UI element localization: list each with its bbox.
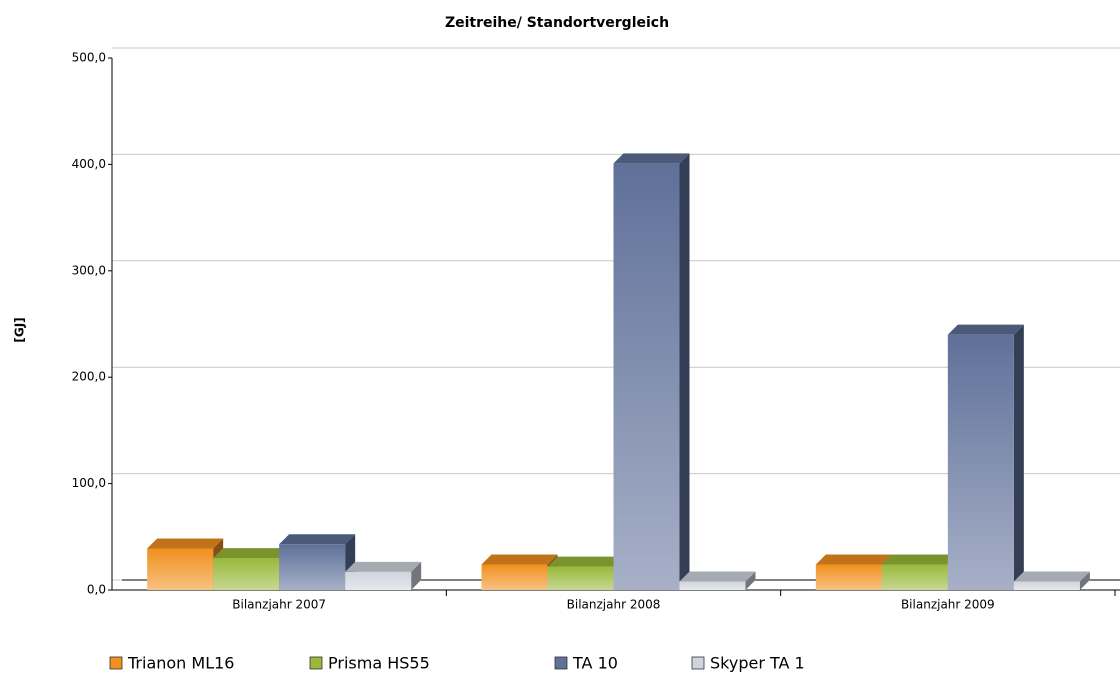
y-tick-label: 400,0 — [72, 157, 106, 171]
bar — [679, 581, 746, 590]
bar-side — [745, 571, 756, 590]
bar-top — [679, 571, 756, 582]
bar-top — [213, 548, 290, 559]
bar-side — [679, 153, 690, 590]
bar-side — [1079, 571, 1090, 590]
legend-swatch — [109, 656, 123, 670]
bar-top — [815, 554, 892, 565]
x-tick-label: Bilanzjahr 2009 — [901, 598, 995, 612]
bar-top — [1013, 571, 1090, 582]
bar-top — [947, 324, 1024, 335]
x-tick-label: Bilanzjahr 2007 — [232, 598, 326, 612]
y-axis-label: [GJ] — [13, 317, 27, 342]
bar-side — [1013, 324, 1024, 590]
legend-label: Prisma HS55 — [328, 654, 430, 673]
bar-top — [279, 534, 356, 545]
bar — [815, 564, 882, 590]
bar — [947, 334, 1014, 590]
legend-swatch — [309, 656, 323, 670]
y-tick-label: 300,0 — [72, 263, 106, 277]
bar — [279, 544, 346, 590]
bar — [345, 571, 412, 590]
legend-label: Trianon ML16 — [127, 654, 234, 673]
bar-top — [613, 153, 690, 164]
y-tick-label: 0,0 — [87, 583, 106, 597]
y-tick-label: 200,0 — [72, 370, 106, 384]
bar — [613, 163, 680, 590]
x-tick-label: Bilanzjahr 2008 — [567, 598, 661, 612]
bar-top — [547, 556, 624, 567]
bar-side — [411, 561, 422, 590]
chart-title: Zeitreihe/ Standortvergleich — [445, 15, 669, 31]
bar — [481, 564, 548, 590]
legend-label: Skyper TA 1 — [710, 654, 805, 673]
bar — [147, 548, 214, 590]
bar — [1013, 581, 1080, 590]
bar-top — [481, 554, 558, 565]
bar-top — [147, 538, 224, 549]
bar-top — [881, 554, 958, 565]
bar — [213, 558, 280, 590]
y-tick-label: 100,0 — [72, 476, 106, 490]
legend-swatch — [691, 656, 705, 670]
bar-top — [345, 561, 422, 572]
legend-label: TA 10 — [572, 654, 618, 673]
y-tick-label: 500,0 — [72, 51, 106, 65]
bar — [881, 564, 948, 590]
legend-swatch — [554, 656, 568, 670]
bar — [547, 566, 614, 590]
